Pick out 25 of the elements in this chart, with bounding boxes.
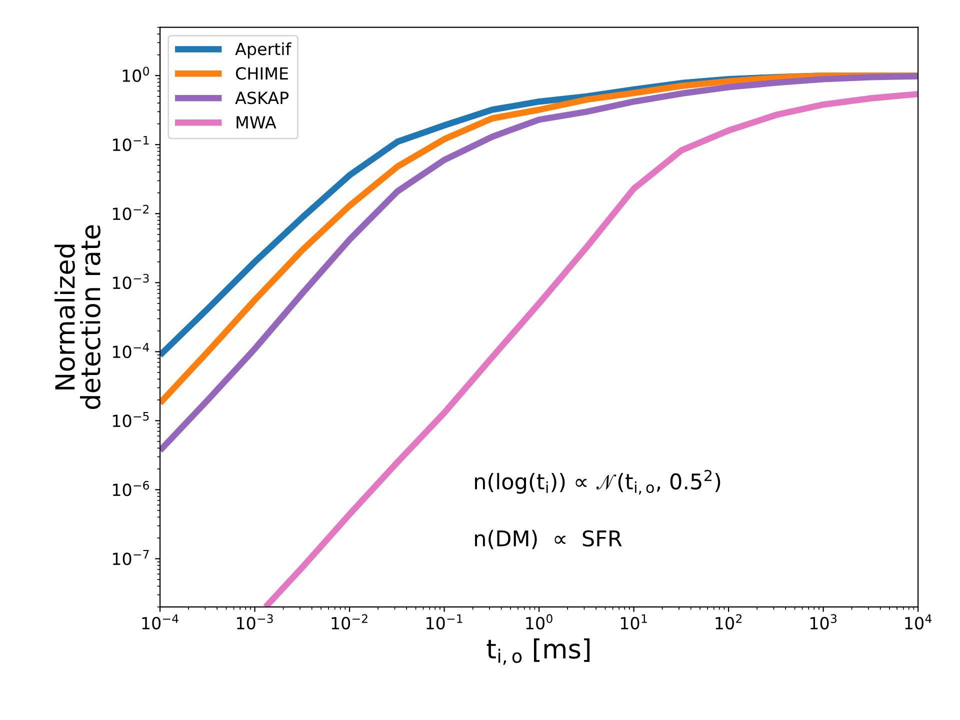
legend-label: ASKAP bbox=[235, 92, 289, 104]
x-tick-label: 10$^{1}$ bbox=[620, 614, 647, 630]
x-tick-label: 10$^{−1}$ bbox=[426, 614, 462, 630]
x-tick-label: 10$^{3}$ bbox=[810, 614, 836, 630]
annotation: n(DM) ∝ SFR bbox=[475, 530, 622, 550]
legend-label: Apertif bbox=[235, 42, 292, 58]
y-tick-label: 10$^{−2}$ bbox=[112, 204, 149, 220]
x-tick-label: 10$^{2}$ bbox=[716, 614, 742, 630]
y-tick-label: 10$^{−3}$ bbox=[112, 274, 149, 290]
x-tick-label: 10$^{−2}$ bbox=[332, 614, 368, 630]
x-tick-label: 10$^{4}$ bbox=[905, 614, 932, 630]
legend-label: CHIME bbox=[236, 67, 288, 80]
y-tick-label: 10$^{−7}$ bbox=[112, 550, 149, 566]
x-axis-title: t$_{i,o}$ [ms] bbox=[486, 638, 590, 665]
y-tick-label: 10$^{−1}$ bbox=[112, 136, 149, 152]
y-tick-label: 10$^{−6}$ bbox=[112, 480, 149, 496]
y-tick-label: 10$^{−4}$ bbox=[112, 343, 150, 358]
x-tick-label: 10$^{−4}$ bbox=[142, 614, 178, 630]
x-tick-label: 10$^{0}$ bbox=[526, 614, 552, 630]
y-tick-label: 10$^{−5}$ bbox=[112, 412, 149, 428]
y-tick-label: 10$^{0}$ bbox=[122, 66, 149, 82]
y-axis-title: Normalized detection rate bbox=[54, 225, 100, 410]
x-tick-label: 10$^{−3}$ bbox=[237, 614, 273, 630]
legend-label: MWA bbox=[236, 116, 276, 128]
annotation: n(log(t$_{i}$)) ∝ 𝒩(t$_{i,o}$, 0.5$^{2}$) bbox=[475, 470, 720, 495]
